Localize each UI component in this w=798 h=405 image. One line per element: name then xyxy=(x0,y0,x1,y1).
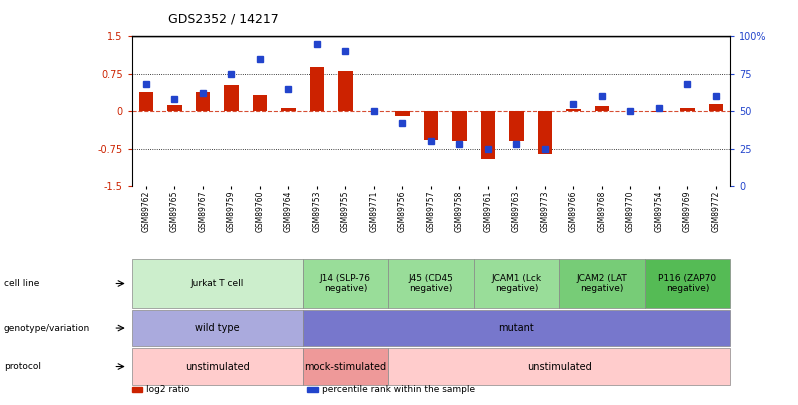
Bar xyxy=(452,111,467,141)
Bar xyxy=(595,107,609,111)
Text: Jurkat T cell: Jurkat T cell xyxy=(191,279,244,288)
Text: JCAM1 (Lck
negative): JCAM1 (Lck negative) xyxy=(492,274,542,293)
Bar xyxy=(310,67,324,111)
Text: GDS2352 / 14217: GDS2352 / 14217 xyxy=(168,12,279,25)
Text: wild type: wild type xyxy=(195,323,239,333)
Text: J14 (SLP-76
negative): J14 (SLP-76 negative) xyxy=(320,274,371,293)
Text: percentile rank within the sample: percentile rank within the sample xyxy=(322,385,475,394)
Text: unstimulated: unstimulated xyxy=(527,362,591,371)
Text: log2 ratio: log2 ratio xyxy=(146,385,189,394)
Bar xyxy=(196,92,210,111)
Text: P116 (ZAP70
negative): P116 (ZAP70 negative) xyxy=(658,274,717,293)
Bar xyxy=(281,108,295,111)
Bar xyxy=(224,85,239,111)
Text: cell line: cell line xyxy=(4,279,39,288)
Text: unstimulated: unstimulated xyxy=(185,362,250,371)
Bar xyxy=(253,96,267,111)
Text: mock-stimulated: mock-stimulated xyxy=(304,362,386,371)
Bar xyxy=(139,92,153,111)
Bar xyxy=(538,111,552,154)
Bar xyxy=(395,111,409,116)
Bar xyxy=(709,104,723,111)
Text: mutant: mutant xyxy=(499,323,535,333)
Bar xyxy=(338,71,353,111)
Bar xyxy=(480,111,495,159)
Text: genotype/variation: genotype/variation xyxy=(4,324,90,333)
Text: JCAM2 (LAT
negative): JCAM2 (LAT negative) xyxy=(576,274,627,293)
Bar xyxy=(168,105,182,111)
Bar xyxy=(509,111,523,141)
Text: protocol: protocol xyxy=(4,362,41,371)
Bar xyxy=(652,111,666,112)
Bar xyxy=(567,109,581,111)
Bar xyxy=(680,108,694,111)
Text: J45 (CD45
negative): J45 (CD45 negative) xyxy=(409,274,453,293)
Bar xyxy=(424,111,438,141)
